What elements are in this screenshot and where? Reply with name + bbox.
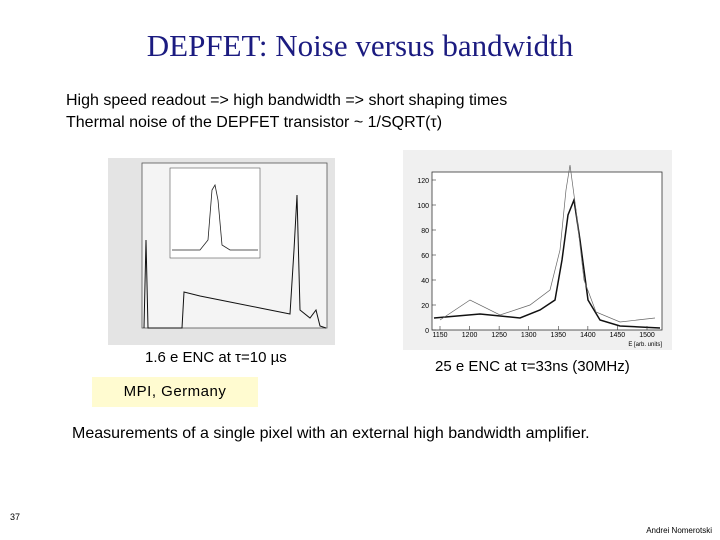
x-tick-label: 1300 [521,332,537,339]
left-figure [108,158,335,345]
y-tick-label: 0 [425,328,429,335]
figure-caption: 1.6 e ENC at τ=10 µs [145,349,287,366]
right-figure: 0 20 40 60 80 100 120 1150 1200 1250 1300 1350 1400 1… [403,150,672,350]
y-tick-label: 120 [417,178,429,185]
slide-title: DEPFET: Noise versus bandwidth [146,28,574,63]
bullet: High speed readout => high bandwidth => … [66,92,508,109]
x-tick-label: 1450 [610,332,626,339]
y-tick-label: 100 [417,203,429,210]
y-tick-label: 20 [421,303,429,310]
x-tick-label: 1250 [491,332,507,339]
x-tick-label: 1200 [462,332,478,339]
summary: Measurements of a single pixel with an e… [72,425,590,442]
x-tick-label: 1350 [550,332,566,339]
y-tick-label: 80 [421,228,429,235]
x-axis-label: E [arb. units] [628,342,662,348]
y-tick-label: 40 [421,278,429,285]
x-tick-label: 1400 [580,332,596,339]
bullet: Thermal noise of the DEPFET transistor ~… [66,114,443,131]
x-tick-label: 1150 [432,332,447,339]
page-number: 37 [10,512,21,522]
affiliation-box: MPI, Germany [92,377,258,407]
figure-caption: 25 e ENC at τ=33ns (30MHz) [435,358,630,375]
x-tick-label: 1500 [639,332,655,339]
author: Andrei Nomerotski [646,526,712,535]
y-tick-label: 60 [421,253,429,260]
